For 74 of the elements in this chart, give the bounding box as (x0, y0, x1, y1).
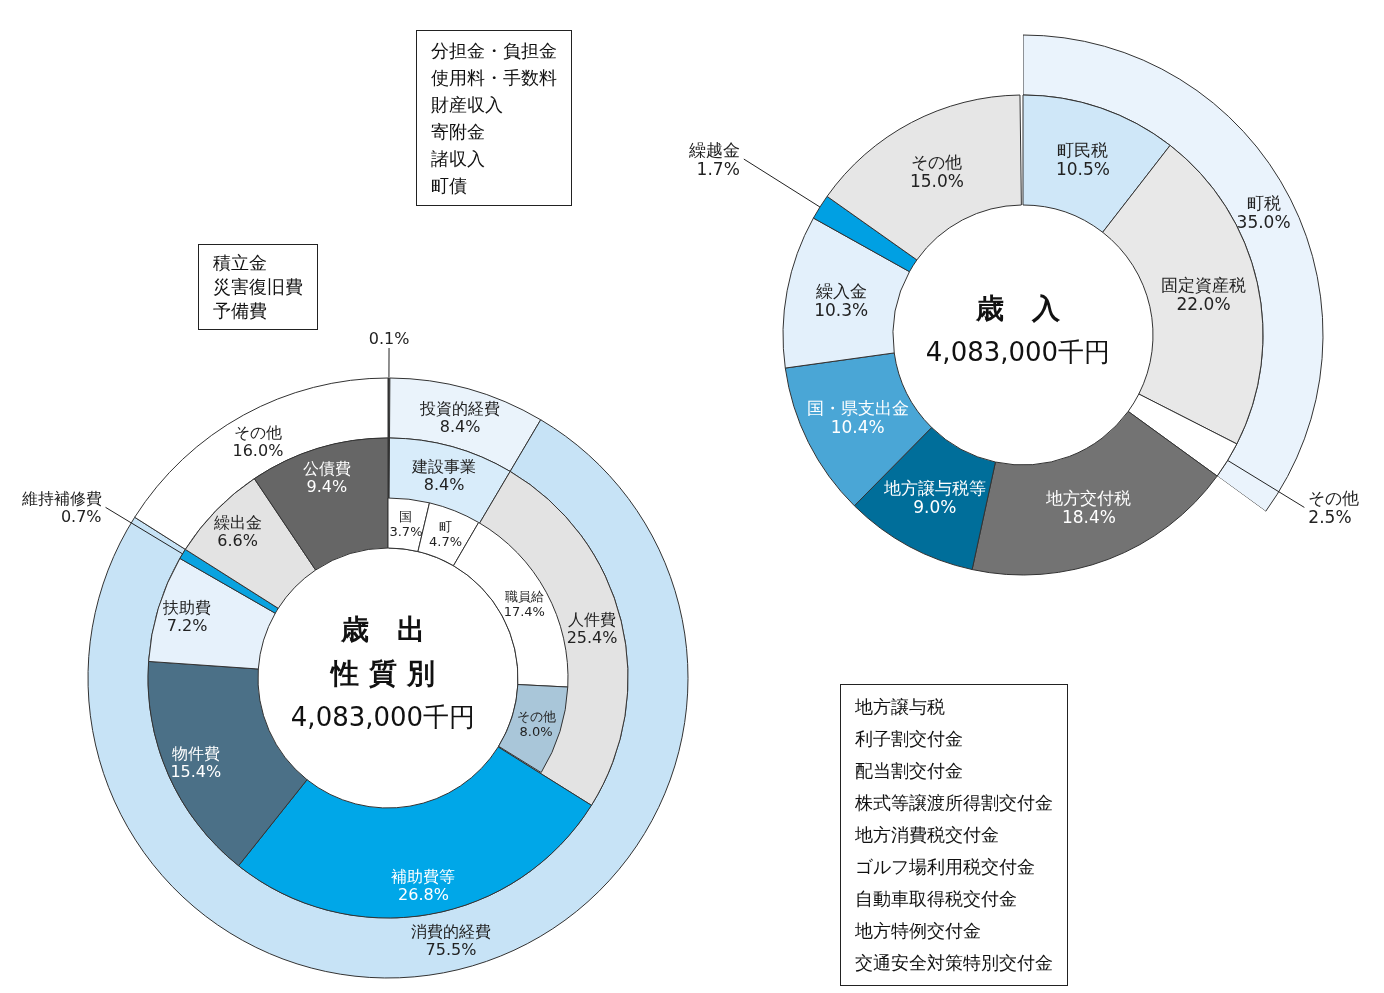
text: 株式等譲渡所得割交付金 (855, 791, 1053, 815)
slice-label: 町税 (1246, 192, 1281, 213)
slice-label: 職員給 (504, 589, 544, 605)
slice-label: 繰出金 (212, 512, 262, 532)
data-label: 9.0% (913, 497, 957, 518)
text: 使用料・手数料 (431, 66, 557, 90)
data-label: 1.7% (696, 158, 740, 179)
data-label: 17.4% (503, 604, 545, 620)
slice-label: 繰入金 (814, 281, 867, 302)
data-label: 15.4% (170, 762, 222, 782)
slice-label: 公債費 (302, 458, 351, 478)
slice-label: 国 (399, 509, 413, 525)
slice-label: 消費的経費 (411, 922, 492, 942)
data-label: 7.2% (166, 616, 208, 636)
text: 諸収入 (431, 147, 486, 171)
data-label: 8.4% (423, 475, 465, 495)
slice-label: その他 (516, 709, 556, 725)
data-label: 2.5% (1308, 506, 1352, 527)
slice-label: 人件費 (568, 609, 617, 629)
data-label: 0.7% (60, 506, 102, 526)
data-label: 9.4% (306, 476, 348, 496)
data-label: 10.3% (814, 300, 869, 321)
text: 地方消費税交付金 (855, 823, 1000, 847)
text: 4,083,000千円 (925, 337, 1111, 368)
data-label: 15.0% (909, 170, 964, 191)
slice-label: 町 (439, 519, 453, 535)
slice-label: 扶助費 (162, 598, 212, 618)
text: 積立金 (213, 251, 268, 275)
slice-label: その他 (233, 423, 282, 442)
data-label: 18.4% (1061, 507, 1116, 528)
data-label: 8.4% (439, 417, 481, 437)
data-label: 0.1% (368, 329, 410, 349)
slice-label: 町民税 (1057, 140, 1109, 161)
data-label: 22.0% (1176, 294, 1231, 315)
data-label: 4.7% (429, 534, 463, 550)
data-label: 8.0% (519, 724, 553, 740)
slice-label: 地方譲与税等 (882, 478, 986, 499)
slice-label: 投資的経費 (419, 399, 501, 419)
slice-label: 国・県支出金 (806, 398, 909, 419)
text: 分担金・負担金 (431, 39, 557, 63)
text: 災害復旧費 (213, 275, 303, 299)
data-label: 6.6% (217, 530, 258, 550)
slice-label: 補助費等 (391, 866, 456, 886)
text: 自動車取得税交付金 (855, 887, 1018, 911)
data-label: 25.4% (566, 627, 618, 647)
slice-label: その他 (1308, 487, 1360, 508)
slice-label: 維持補修費 (20, 488, 102, 508)
slice-label: 固定資産税 (1161, 275, 1247, 296)
text: 歳 入 (975, 291, 1061, 325)
data-label: 26.8% (398, 884, 449, 904)
text: 4,083,000千円 (290, 702, 476, 733)
text: 予備費 (213, 299, 268, 323)
data-label: 35.0% (1236, 211, 1291, 232)
text: 町債 (431, 174, 468, 198)
text: ゴルフ場利用税交付金 (855, 855, 1036, 879)
data-label: 75.5% (425, 940, 477, 960)
text: 性 質 別 (329, 656, 435, 690)
text: 財産収入 (431, 93, 504, 117)
slice-label: その他 (911, 151, 963, 172)
slice-label: 物件費 (171, 744, 220, 764)
slice-label: 地方交付税 (1045, 488, 1132, 509)
text: 地方特例交付金 (855, 919, 982, 943)
text: 交通安全対策特別交付金 (855, 951, 1053, 975)
slice-label: 建設事業 (411, 457, 477, 477)
data-label: 10.4% (830, 417, 885, 438)
data-label: 3.7% (389, 524, 423, 540)
text: 配当割交付金 (855, 759, 964, 783)
data-label: 16.0% (232, 441, 284, 460)
slice-label: 繰越金 (687, 139, 740, 160)
text: 歳 出 (340, 612, 425, 646)
text: 利子割交付金 (855, 727, 964, 751)
data-label: 10.5% (1055, 159, 1110, 180)
text: 寄附金 (431, 120, 486, 144)
text: 地方譲与税 (855, 695, 946, 719)
